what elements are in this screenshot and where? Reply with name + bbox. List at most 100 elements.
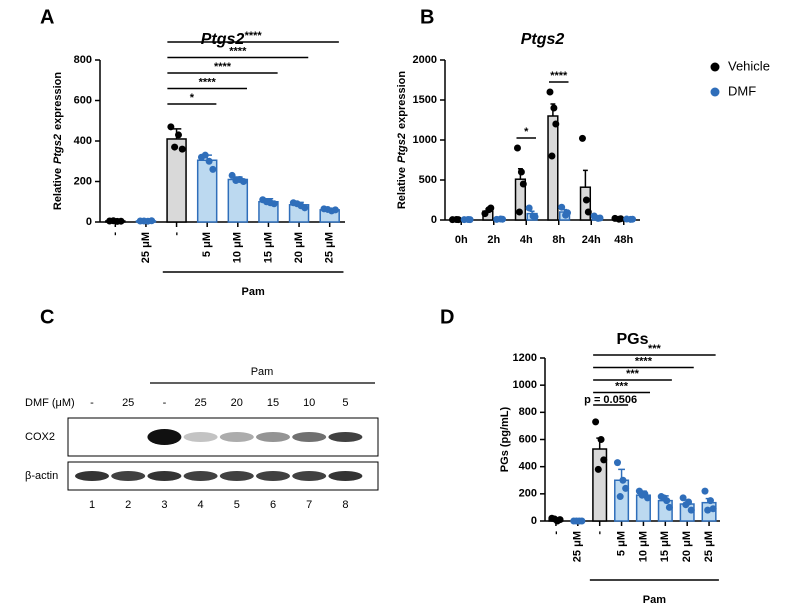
panel-label: C <box>40 306 54 328</box>
x-tick-label: 20 μM <box>681 531 693 562</box>
x-tick-label: 25 μM <box>140 232 152 263</box>
y-axis-label-part: Ptgs2 <box>52 134 64 164</box>
data-point <box>466 216 474 224</box>
band-label: COX2 <box>25 431 55 443</box>
data-point <box>205 157 213 165</box>
band-label: β-actin <box>25 470 58 482</box>
x-tick-label: 25 μM <box>703 531 715 562</box>
y-axis-label: PGs (pg/mL) <box>499 406 511 472</box>
data-point <box>550 104 558 112</box>
y-axis-label-part: expression <box>52 72 64 130</box>
data-point <box>679 494 687 502</box>
data-point <box>596 214 604 222</box>
y-axis-label-part: Relative <box>52 168 64 210</box>
data-point <box>487 204 495 212</box>
significance-label: * <box>524 126 529 138</box>
data-point <box>564 209 572 217</box>
data-point <box>629 215 637 223</box>
data-point <box>622 484 630 492</box>
data-point <box>594 465 602 473</box>
y-tick-label: 600 <box>74 94 92 106</box>
x-tick-label: - <box>109 232 121 236</box>
data-point <box>582 196 590 204</box>
panel-label: A <box>40 6 54 28</box>
data-point <box>232 176 240 184</box>
data-point <box>578 517 586 525</box>
lane-label: - <box>163 397 167 409</box>
data-point <box>558 203 566 211</box>
data-point <box>517 168 525 176</box>
blot-band <box>111 471 146 481</box>
x-tick-label: 2h <box>487 234 500 246</box>
data-point <box>515 208 523 216</box>
data-point <box>240 178 248 185</box>
x-tick-label: 10 μM <box>637 531 649 562</box>
panel-label: D <box>440 306 454 328</box>
error-bar <box>582 169 588 188</box>
y-axis-label-part: PGs (pg/mL) <box>499 406 511 472</box>
x-tick-label: 4h <box>520 234 533 246</box>
x-tick-label: 0h <box>455 234 468 246</box>
data-point <box>519 180 527 188</box>
data-point <box>660 494 668 502</box>
data-point <box>171 143 179 151</box>
x-tick-label: 5 μM <box>201 232 213 257</box>
y-tick-label: 0 <box>531 515 537 527</box>
x-tick-label: 8h <box>552 234 565 246</box>
data-point <box>531 213 539 221</box>
data-point <box>613 459 621 467</box>
data-point <box>525 204 533 212</box>
y-tick-label: 200 <box>519 488 537 500</box>
y-tick-label: 400 <box>74 135 92 147</box>
x-tick-label: 24h <box>582 234 601 246</box>
y-tick-label: 800 <box>519 406 537 418</box>
y-tick-label: 0 <box>86 216 92 228</box>
x-tick-label: 10 μM <box>232 232 244 263</box>
x-tick-label: - <box>594 531 606 535</box>
x-tick-label: 48h <box>614 234 633 246</box>
data-point <box>109 217 117 225</box>
group-label: Pam <box>242 286 265 298</box>
y-tick-label: 2000 <box>413 54 437 66</box>
x-tick-label: 15 μM <box>659 531 671 562</box>
data-point <box>167 123 175 131</box>
data-point <box>117 217 125 225</box>
blot-band <box>147 429 182 445</box>
x-tick-label: - <box>550 531 562 535</box>
data-point <box>293 200 301 208</box>
data-point <box>552 120 560 128</box>
data-point <box>301 204 309 212</box>
legend-label: Vehicle <box>728 58 770 73</box>
data-point <box>556 516 564 524</box>
bar <box>227 178 249 223</box>
data-point <box>548 152 556 160</box>
data-point <box>209 165 217 173</box>
lane-label: 20 <box>231 397 243 409</box>
significance-label: **** <box>245 30 263 42</box>
blot-band <box>256 432 290 442</box>
blot-band <box>219 432 254 442</box>
data-point <box>148 217 156 225</box>
data-point <box>178 145 186 153</box>
chart-title: Ptgs2 <box>201 31 245 48</box>
data-point <box>600 456 608 464</box>
y-tick-label: 800 <box>74 54 92 66</box>
y-tick-label: 1200 <box>513 352 537 364</box>
y-axis-label: Relative Ptgs2 expression <box>396 71 408 210</box>
data-point <box>201 151 209 159</box>
lane-number: 3 <box>161 499 167 511</box>
lane-label: 10 <box>303 397 315 409</box>
y-tick-label: 1000 <box>413 134 437 146</box>
y-tick-label: 200 <box>74 175 92 187</box>
data-point <box>228 171 236 179</box>
data-point <box>704 506 712 514</box>
y-tick-label: 0 <box>431 214 437 226</box>
lane-number: 7 <box>306 499 312 511</box>
x-tick-label: 25 μM <box>324 232 336 263</box>
data-point <box>174 131 182 139</box>
y-axis-label: Relative Ptgs2 expression <box>52 72 64 211</box>
data-point <box>682 501 690 509</box>
legend-marker <box>710 62 720 72</box>
row-label: DMF (μM) <box>25 397 75 409</box>
